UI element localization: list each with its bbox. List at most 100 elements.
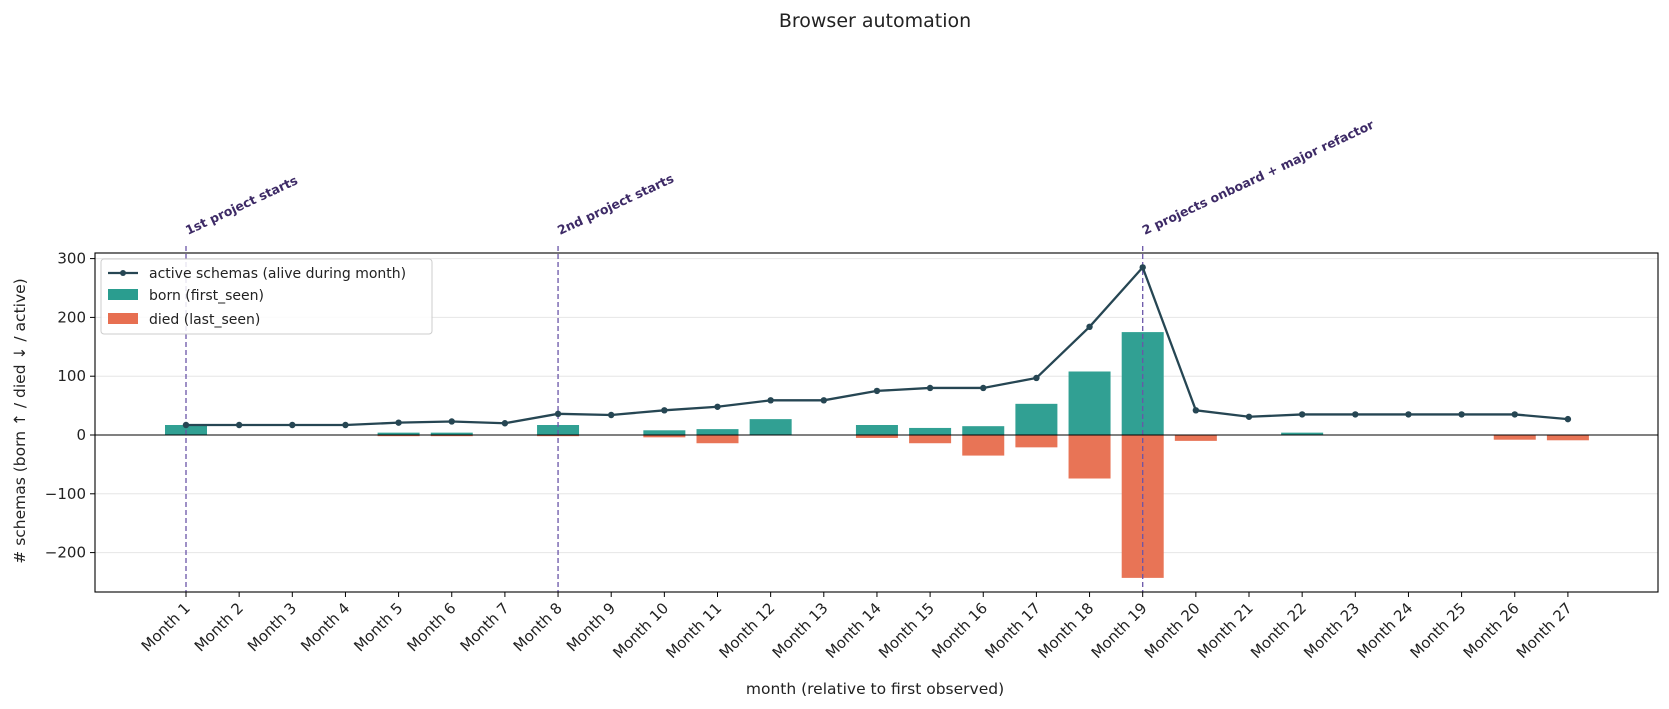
annotation-label: 2 projects onboard + major refactor (1140, 116, 1377, 237)
born-bar (1281, 432, 1324, 435)
active-point (1298, 411, 1306, 418)
active-point (1564, 415, 1572, 423)
active-point (873, 387, 881, 395)
x-tick-label: Month 25 (1407, 599, 1470, 662)
died-bar (1015, 435, 1058, 448)
active-point (182, 421, 190, 429)
y-tick-label: 100 (57, 367, 86, 385)
legend-born-label: born (first_seen) (149, 288, 264, 304)
legend-active-marker (120, 270, 126, 276)
x-tick-label: Month 11 (662, 599, 725, 662)
active-point (714, 403, 721, 410)
active-point (1511, 411, 1518, 418)
active-point (1352, 411, 1359, 418)
x-tick-label: Month 2 (191, 599, 247, 655)
died-bar (1546, 435, 1589, 441)
active-point (554, 410, 562, 418)
died-bar (1174, 435, 1217, 441)
active-point (661, 407, 668, 414)
annotation-label: 2nd project starts (555, 171, 676, 238)
born-bar (909, 427, 952, 435)
x-tick-label: Month 17 (981, 599, 1044, 662)
y-tick-label: 0 (76, 426, 86, 444)
active-point (342, 421, 349, 429)
x-tick-label: Month 13 (769, 599, 832, 662)
died-bar (643, 435, 686, 438)
x-tick-label: Month 16 (928, 599, 991, 662)
died-bar (377, 435, 420, 437)
legend-box (100, 258, 433, 335)
x-tick-label: Month 18 (1035, 599, 1098, 662)
active-line (182, 264, 1572, 429)
x-tick-label: Month 7 (457, 599, 513, 655)
x-tick-label: Month 19 (1088, 599, 1151, 662)
died-bar (1068, 435, 1111, 479)
active-point (1033, 374, 1040, 382)
bars (165, 332, 1589, 578)
y-axis-label: # schemas (born ↑ / died ↓ / active) (11, 278, 29, 563)
y-tick-label: 300 (57, 250, 86, 268)
active-point (1139, 264, 1146, 271)
legend-born-swatch (108, 289, 138, 300)
born-bar (430, 432, 473, 435)
x-tick-label: Month 24 (1353, 599, 1416, 662)
active-point (980, 384, 987, 392)
active-point (1245, 413, 1253, 420)
legend-died-swatch (108, 313, 138, 324)
active-point (767, 397, 774, 404)
x-tick-label: Month 1 (138, 599, 194, 655)
died-bar (909, 435, 952, 444)
y-tick-label: −100 (45, 485, 86, 503)
active-point (926, 384, 934, 392)
y-tick-label: 200 (57, 308, 86, 326)
x-tick-label: Month 15 (875, 599, 938, 662)
x-tick-label: Month 6 (403, 599, 459, 655)
legend-active-label: active schemas (alive during month) (149, 266, 406, 282)
died-bar (537, 435, 580, 437)
annotations: 1st project starts 2nd project starts 2 pr… (183, 116, 1377, 592)
active-point (1458, 411, 1465, 418)
x-tick-label: Month 5 (350, 599, 406, 655)
active-point (608, 411, 615, 419)
x-tick-label: Month 20 (1141, 599, 1204, 662)
x-tick-label: Month 22 (1247, 599, 1310, 662)
active-point (820, 397, 827, 404)
x-tick-label: Month 27 (1513, 599, 1576, 662)
active-point (1405, 411, 1412, 418)
x-tick-label: Month 14 (822, 599, 885, 662)
x-tick-label: Month 8 (510, 599, 566, 655)
born-bar (643, 430, 686, 435)
chart-title: Browser automation (779, 10, 971, 32)
born-bar (855, 425, 898, 435)
born-bar (1068, 371, 1111, 435)
born-bar (749, 419, 792, 435)
legend: active schemas (alive during month) born … (100, 258, 433, 335)
born-bar (962, 426, 1005, 435)
active-point (1192, 407, 1200, 414)
x-axis-label: month (relative to first observed) (746, 680, 1004, 698)
annotation-label: 1st project starts (183, 173, 300, 238)
x-tick-label: Month 10 (609, 599, 672, 662)
x-tick-label: Month 12 (716, 599, 779, 662)
y-tick-label: −200 (45, 544, 86, 562)
x-tick-label: Month 26 (1460, 599, 1523, 662)
active-point (501, 420, 509, 427)
x-tick-label: Month 23 (1300, 599, 1363, 662)
active-point (1086, 323, 1093, 331)
died-bar (696, 435, 739, 444)
died-bar (962, 435, 1005, 456)
died-bar (430, 435, 473, 437)
active-point (395, 419, 402, 426)
born-bar (696, 429, 739, 435)
active-point (448, 418, 455, 425)
active-point (289, 421, 296, 429)
legend-died-label: died (last_seen) (149, 312, 260, 328)
active-point (235, 421, 243, 429)
x-tick-label: Month 21 (1194, 599, 1257, 662)
born-bar (1015, 403, 1058, 435)
born-bar (377, 432, 420, 435)
died-bar (1493, 435, 1536, 440)
x-tick-label: Month 3 (244, 599, 300, 655)
x-tick-label: Month 4 (297, 599, 353, 655)
